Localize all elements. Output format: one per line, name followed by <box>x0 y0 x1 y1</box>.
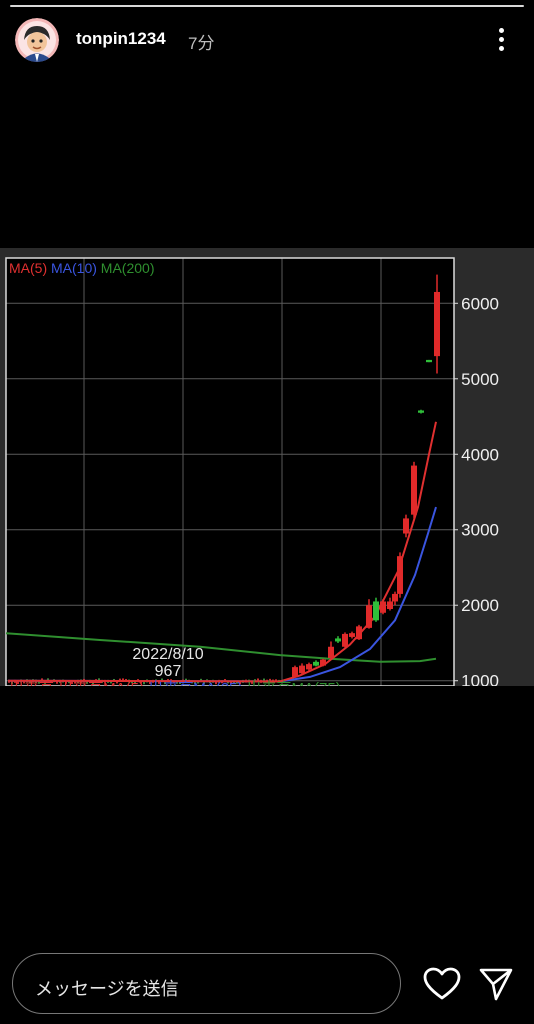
y-tick-label: 2000 <box>461 596 499 615</box>
story-media: MA(5) MA(10) MA(200) 1000 2000 3000 4000 500… <box>0 248 534 686</box>
send-icon[interactable] <box>476 966 516 1002</box>
volume-legend: 出来高 出来高MA(5) 出来高MA(25) 出来高MA(75) <box>9 680 341 686</box>
flat-candle <box>44 680 46 684</box>
flat-candle <box>98 678 100 682</box>
flat-candle <box>74 680 76 684</box>
flat-candle <box>149 680 151 684</box>
flat-candle <box>71 680 73 684</box>
stock-chart: MA(5) MA(10) MA(200) 1000 2000 3000 4000 500… <box>5 257 499 686</box>
flat-candle <box>164 681 166 685</box>
flat-candle <box>143 681 145 685</box>
y-tick-label: 6000 <box>461 294 499 313</box>
ma5-line <box>7 421 437 683</box>
flat-candle <box>23 680 25 684</box>
candle-body <box>418 410 424 413</box>
message-input[interactable]: メッセージを送信 <box>12 953 401 1014</box>
story-progress-bar <box>10 5 524 7</box>
reply-bar: メッセージを送信 <box>0 950 534 1020</box>
flat-candle <box>176 680 178 684</box>
y-axis-ticks: 1000 2000 3000 4000 5000 6000 <box>454 294 499 686</box>
candle-body <box>434 291 440 357</box>
flat-candle <box>17 680 19 684</box>
candle-body <box>411 465 417 515</box>
y-tick-label: 3000 <box>461 521 499 540</box>
flat-candle <box>233 680 235 684</box>
candle-body <box>342 633 348 647</box>
volume-legend-entry: 出来高MA(25) <box>144 680 242 686</box>
candles <box>292 274 440 678</box>
ma10-line <box>7 506 437 683</box>
candle-body <box>403 518 409 534</box>
volume-legend-entry: 出来高MA(5) <box>54 680 144 686</box>
volume-legend-entry: 出来高MA(75) <box>242 680 340 686</box>
username[interactable]: tonpin1234 <box>76 29 166 48</box>
candle-body <box>380 601 386 613</box>
volume-legend-entry: 出来高 <box>9 680 54 686</box>
flat-candle <box>65 680 67 684</box>
candle-body <box>373 601 379 621</box>
y-tick-label: 1000 <box>461 672 499 686</box>
candle-body <box>387 601 393 610</box>
candle-body <box>366 605 372 628</box>
flat-candle <box>239 681 241 685</box>
flat-candle <box>257 678 259 682</box>
flat-candle <box>161 678 163 682</box>
flat-candle <box>179 680 181 684</box>
chart-legend: MA(5) MA(10) MA(200) <box>9 260 155 276</box>
candle-body <box>320 659 326 666</box>
flat-candle <box>134 680 136 684</box>
flat-candle <box>194 681 196 685</box>
avatar[interactable] <box>15 18 59 62</box>
plot-border <box>5 257 455 686</box>
flat-candle <box>230 680 232 684</box>
cartoon-avatar-icon <box>15 18 59 62</box>
more-vertical-icon[interactable] <box>490 22 514 58</box>
flat-candle <box>92 681 94 685</box>
flat-candle <box>86 680 88 684</box>
cursor-value: 967 <box>155 663 182 680</box>
moving-average-lines <box>5 421 437 683</box>
y-tick-label: 4000 <box>461 445 499 464</box>
legend-entry: MA(200) <box>97 260 155 276</box>
candle-body <box>328 646 334 659</box>
chart-grid <box>6 258 454 686</box>
flat-candle <box>185 678 187 682</box>
ma200-line <box>5 632 437 663</box>
legend-entry: MA(5) <box>9 260 47 276</box>
flat-candle <box>38 680 40 684</box>
candle-body <box>392 593 398 602</box>
post-time: 7分 <box>188 34 215 53</box>
flat-candle <box>122 678 124 682</box>
flat-candle <box>263 678 265 682</box>
flat-candle <box>215 681 217 685</box>
y-tick-label: 5000 <box>461 370 499 389</box>
candle-body <box>426 359 432 363</box>
candle-body <box>292 667 298 677</box>
candle-body <box>397 556 403 594</box>
plot-background <box>6 258 454 686</box>
cursor-date: 2022/8/10 <box>132 646 203 663</box>
heart-icon[interactable] <box>422 966 462 1002</box>
candle-body <box>306 664 312 670</box>
flat-candle <box>56 680 58 684</box>
candle-body <box>356 626 362 640</box>
flat-candle <box>269 678 271 682</box>
candle-body <box>349 633 355 637</box>
candle-body <box>313 661 319 666</box>
message-placeholder: メッセージを送信 <box>35 979 179 999</box>
flat-candle <box>11 680 13 684</box>
legend-entry: MA(10) <box>47 260 97 276</box>
flat-candle <box>158 680 160 684</box>
candle-body <box>299 665 305 674</box>
candle-body <box>335 638 341 642</box>
story-header: tonpin1234 7分 <box>0 14 534 66</box>
